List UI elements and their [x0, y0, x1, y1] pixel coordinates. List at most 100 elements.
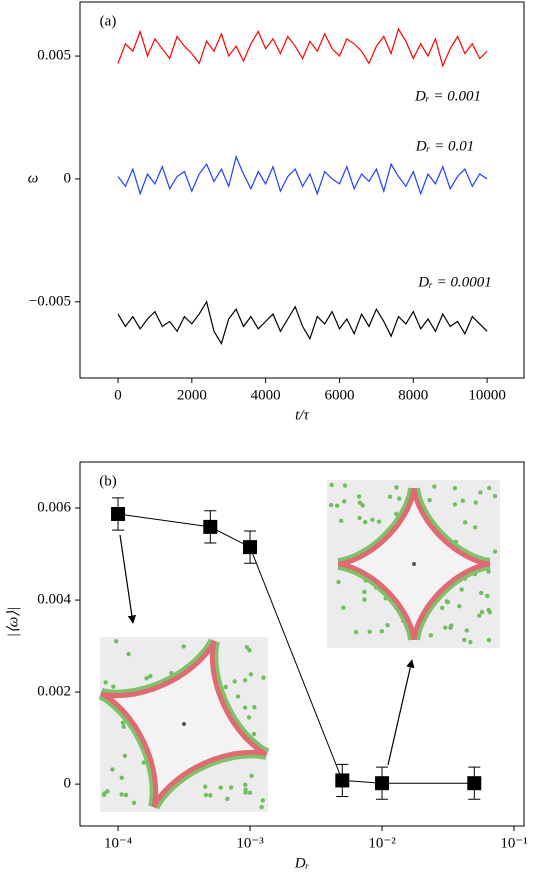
x-tick-label: 2000	[177, 387, 207, 403]
particle	[397, 496, 402, 501]
particle	[141, 760, 146, 765]
particle	[131, 800, 137, 805]
series-line	[117, 27, 488, 68]
x-axis-label: Dᵣ	[294, 855, 310, 871]
particle	[360, 503, 365, 508]
particle	[111, 684, 116, 689]
particle	[251, 731, 257, 737]
insets	[98, 480, 500, 812]
arrow	[119, 534, 137, 624]
particle	[460, 498, 465, 503]
data-point	[203, 519, 218, 534]
series-label: Dᵣ = 0.01	[415, 138, 474, 154]
particle	[356, 494, 362, 499]
particle	[462, 637, 467, 643]
x-tick-label: 10000	[468, 387, 506, 403]
particle	[457, 604, 462, 609]
particle	[342, 483, 348, 488]
y-tick-label: 0	[64, 170, 72, 186]
particle	[452, 502, 458, 507]
y-tick-label: 0.005	[37, 48, 71, 64]
particle	[126, 651, 131, 657]
particle	[462, 520, 468, 525]
data-point	[111, 507, 126, 521]
data-point	[243, 540, 258, 555]
particle	[249, 773, 254, 779]
particle	[259, 804, 264, 810]
particle	[246, 715, 252, 720]
particle	[208, 793, 213, 798]
particle	[486, 569, 491, 574]
particle	[122, 753, 128, 759]
particle	[487, 485, 492, 491]
particle	[248, 672, 254, 677]
particle	[353, 629, 359, 635]
particle	[464, 628, 469, 633]
particle	[223, 684, 228, 690]
particle	[242, 678, 248, 683]
connector	[117, 513, 475, 784]
particle	[367, 629, 372, 635]
particle	[181, 644, 186, 649]
axes-frame	[79, 461, 525, 827]
data-point	[467, 776, 482, 791]
particle	[394, 485, 399, 490]
particle	[357, 500, 363, 505]
particle	[338, 518, 344, 524]
y-axis-label: |⟨ω⟩|	[5, 607, 21, 638]
particle	[243, 790, 248, 795]
particle	[144, 676, 149, 681]
series-line	[117, 300, 488, 346]
particle	[444, 599, 450, 604]
y-axis-label: ω	[28, 170, 39, 186]
particle	[235, 694, 241, 699]
particle	[336, 579, 341, 585]
particle	[242, 705, 248, 710]
center	[182, 722, 186, 726]
particle	[478, 590, 484, 596]
particle	[486, 607, 491, 613]
particle	[341, 605, 346, 610]
particle	[479, 609, 485, 615]
particle	[329, 482, 334, 488]
particle	[105, 789, 110, 794]
particle	[443, 625, 448, 630]
particle	[427, 497, 432, 503]
particle	[329, 502, 334, 508]
particle	[432, 484, 437, 489]
particle	[473, 500, 478, 505]
particle	[357, 515, 362, 521]
particle	[485, 593, 490, 599]
particle	[449, 623, 454, 628]
x-tick-label: 10⁻³	[236, 835, 264, 851]
particle	[119, 792, 124, 797]
y-tick-label: 0.004	[37, 591, 71, 607]
y-tick-label: 0.002	[37, 684, 71, 700]
particle	[439, 605, 445, 611]
particle	[247, 790, 253, 795]
particle	[472, 525, 478, 530]
particle	[232, 679, 237, 684]
x-tick-label: 0	[114, 387, 122, 403]
particle	[113, 639, 119, 644]
particle	[247, 647, 252, 653]
x-tick-label: 6000	[324, 387, 354, 403]
particle	[428, 633, 434, 638]
particle	[121, 724, 126, 729]
particle	[459, 587, 464, 592]
particle	[148, 673, 153, 679]
particle	[110, 767, 115, 772]
particle	[362, 589, 367, 595]
particle	[228, 785, 234, 790]
particle	[477, 613, 482, 618]
particle	[379, 629, 384, 634]
particle	[478, 490, 483, 495]
x-tick-label: 10⁻²	[368, 835, 396, 851]
data-point	[335, 773, 350, 788]
x-tick-label: 8000	[398, 387, 428, 403]
particle	[492, 493, 498, 499]
panel-label: (a)	[100, 13, 117, 29]
particle	[261, 675, 266, 680]
